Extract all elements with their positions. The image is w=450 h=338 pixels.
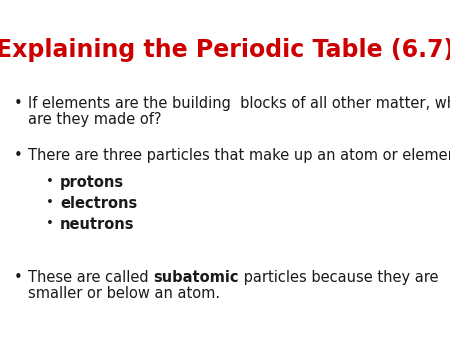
Text: •: • — [46, 217, 54, 230]
Text: •: • — [14, 270, 23, 285]
Text: subatomic: subatomic — [153, 270, 239, 285]
Text: are they made of?: are they made of? — [28, 112, 162, 127]
Text: •: • — [14, 96, 23, 111]
Text: •: • — [14, 148, 23, 163]
Text: protons: protons — [60, 175, 124, 190]
Text: particles because they are: particles because they are — [239, 270, 438, 285]
Text: electrons: electrons — [60, 196, 137, 211]
Text: There are three particles that make up an atom or element:: There are three particles that make up a… — [28, 148, 450, 163]
Text: These are called: These are called — [28, 270, 153, 285]
Text: •: • — [46, 196, 54, 209]
Text: Explaining the Periodic Table (6.7): Explaining the Periodic Table (6.7) — [0, 38, 450, 62]
Text: neutrons: neutrons — [60, 217, 135, 232]
Text: •: • — [46, 175, 54, 188]
Text: If elements are the building  blocks of all other matter, what: If elements are the building blocks of a… — [28, 96, 450, 111]
Text: smaller or below an atom.: smaller or below an atom. — [28, 286, 220, 301]
